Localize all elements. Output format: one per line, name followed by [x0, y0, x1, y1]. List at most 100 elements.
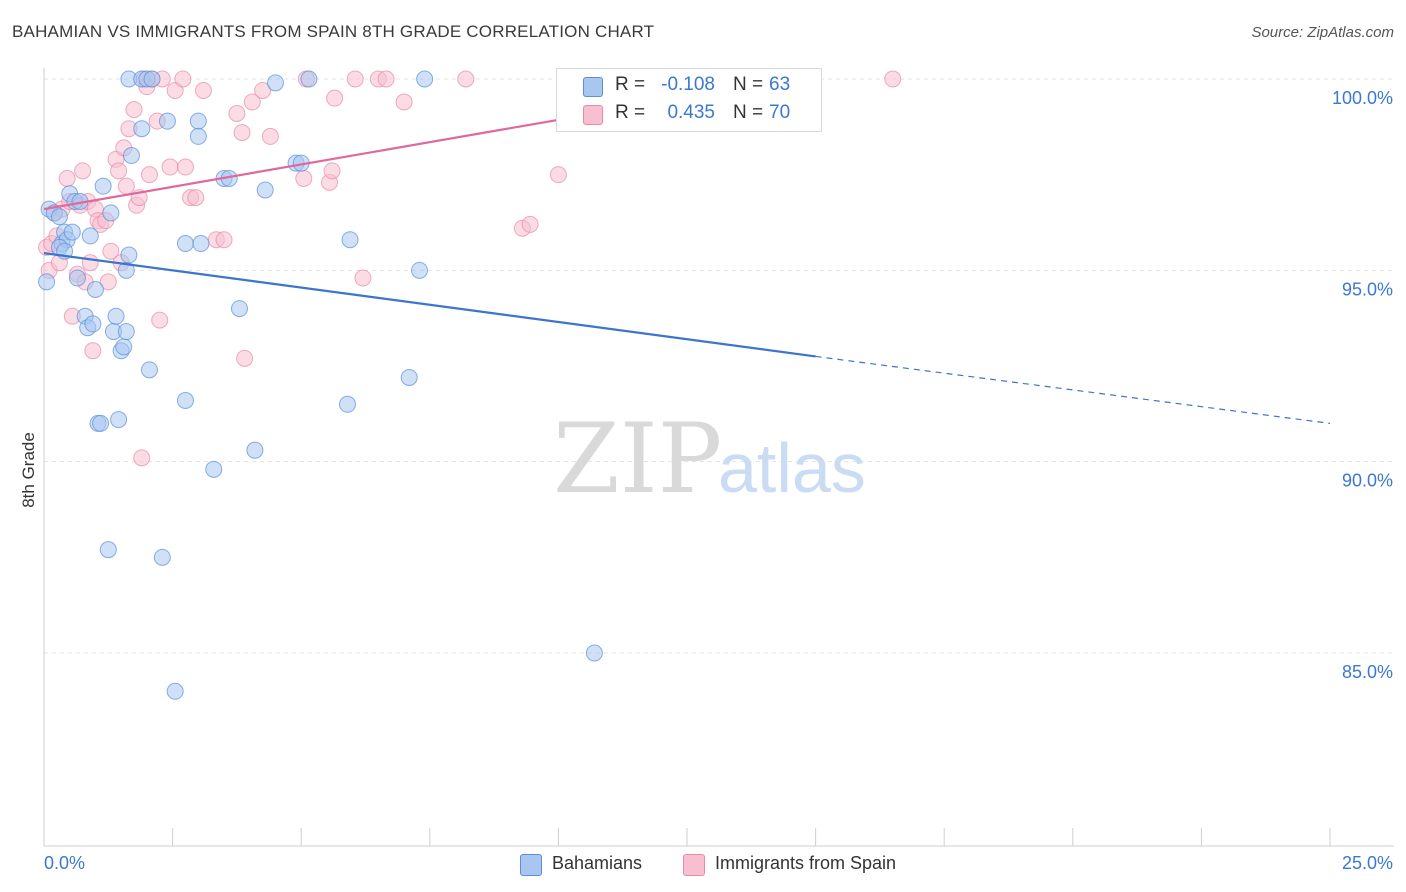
- data-point: [107, 307, 125, 325]
- data-point: [140, 166, 158, 184]
- data-point: [236, 349, 254, 367]
- data-point: [92, 414, 110, 432]
- data-point: [205, 460, 223, 478]
- data-point: [233, 124, 251, 142]
- data-point: [338, 395, 356, 413]
- legend-swatch-bahamians: [583, 77, 603, 97]
- data-point: [194, 81, 212, 99]
- points-bahamians: [38, 70, 603, 700]
- legend-n-label: N =: [733, 102, 764, 123]
- data-point: [295, 169, 313, 187]
- data-point: [187, 189, 205, 207]
- legend-r-value: 0.435: [667, 102, 715, 123]
- data-point: [230, 300, 248, 318]
- series-legend-swatch: [683, 854, 705, 876]
- y-tick-label: 90.0%: [1342, 471, 1393, 491]
- data-point: [161, 158, 179, 176]
- data-point: [166, 682, 184, 700]
- data-point: [176, 158, 194, 176]
- data-point: [38, 273, 56, 291]
- trend-line-bahamians-extension: [815, 355, 1331, 424]
- y-tick-label: 85.0%: [1342, 662, 1393, 682]
- data-point: [81, 227, 99, 245]
- data-point: [585, 644, 603, 662]
- data-point: [243, 93, 261, 111]
- x-tick-label: 25.0%: [1342, 853, 1393, 873]
- data-point: [58, 169, 76, 187]
- data-point: [549, 166, 567, 184]
- tick-labels: 100.0% 95.0% 90.0% 85.0% 0.0% 25.0%: [44, 88, 1393, 873]
- data-point: [153, 548, 171, 566]
- data-point: [884, 70, 902, 88]
- legend-r-label: R =: [615, 102, 646, 123]
- source-label: Source: ZipAtlas.com: [1251, 24, 1394, 41]
- data-point: [117, 323, 135, 341]
- data-point: [400, 368, 418, 386]
- watermark-zip: ZIP: [553, 403, 722, 515]
- data-point: [354, 269, 372, 287]
- data-point: [246, 441, 264, 459]
- legend-n-label: N =: [733, 74, 764, 95]
- data-point: [99, 273, 117, 291]
- data-point: [102, 204, 120, 222]
- data-point: [228, 104, 246, 122]
- data-point: [254, 81, 272, 99]
- data-point: [50, 208, 68, 226]
- data-point: [174, 70, 192, 88]
- data-point: [346, 70, 364, 88]
- y-tick-label: 100.0%: [1332, 88, 1393, 108]
- data-point: [102, 242, 120, 260]
- data-point: [176, 235, 194, 253]
- data-point: [122, 147, 140, 165]
- y-axis-label: 8th Grade: [19, 432, 38, 508]
- data-point: [81, 254, 99, 272]
- series-legend-label: Immigrants from Spain: [715, 853, 897, 873]
- watermark-atlas: atlas: [718, 429, 866, 507]
- data-point: [300, 70, 318, 88]
- data-point: [176, 391, 194, 409]
- data-point: [341, 231, 359, 249]
- data-point: [133, 120, 151, 138]
- data-point: [117, 177, 135, 195]
- data-point: [125, 101, 143, 119]
- data-point: [189, 112, 207, 130]
- data-point: [84, 342, 102, 360]
- legend-r-value: -0.108: [661, 74, 715, 95]
- data-point: [68, 269, 86, 287]
- watermark: ZIP atlas: [553, 403, 866, 515]
- data-point: [143, 70, 161, 88]
- x-tick-label: 0.0%: [44, 853, 85, 873]
- data-point: [377, 70, 395, 88]
- data-point: [326, 89, 344, 107]
- data-point: [120, 246, 138, 264]
- data-point: [192, 235, 210, 253]
- data-point: [115, 338, 133, 356]
- legend-box: R = -0.108 N = 63 R = 0.435 N = 70: [556, 68, 822, 132]
- legend-n-value: 63: [769, 74, 791, 95]
- legend-n-value: 70: [769, 102, 791, 123]
- legend-row-bahamians: R = -0.108 N = 63: [557, 73, 821, 99]
- data-point: [158, 112, 176, 130]
- data-point: [457, 70, 475, 88]
- data-point: [94, 177, 112, 195]
- data-point: [151, 311, 169, 329]
- data-point: [215, 231, 233, 249]
- data-point: [261, 127, 279, 145]
- legend-swatch-spain: [583, 105, 603, 125]
- legend-row-spain: R = 0.435 N = 70: [557, 101, 821, 127]
- data-point: [416, 70, 434, 88]
- data-point: [86, 280, 104, 298]
- axes: [43, 68, 1394, 847]
- data-point: [140, 361, 158, 379]
- data-point: [395, 93, 413, 111]
- series-legend: Bahamians Immigrants from Spain: [0, 852, 1406, 878]
- data-point: [63, 223, 81, 241]
- data-point: [99, 541, 117, 559]
- data-point: [84, 315, 102, 333]
- series-legend-swatch: [520, 854, 542, 876]
- legend-r-label: R =: [615, 74, 646, 95]
- y-tick-label: 95.0%: [1342, 279, 1393, 299]
- series-legend-label: Bahamians: [552, 853, 643, 873]
- data-point: [256, 181, 274, 199]
